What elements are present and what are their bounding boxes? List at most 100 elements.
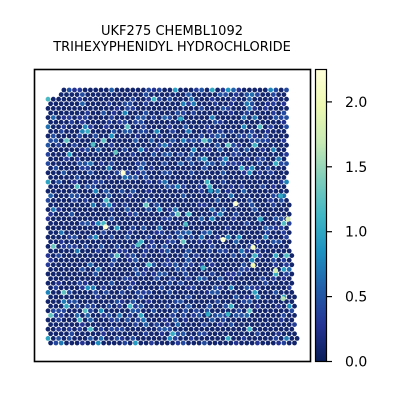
spot [273,336,279,341]
spot [117,239,122,245]
spot [69,175,75,180]
spot [167,299,173,304]
spot [268,336,273,341]
spot [188,198,194,203]
spot [146,253,152,258]
spot [262,280,268,286]
spot [48,248,53,254]
spot [130,271,136,277]
spot [225,299,231,304]
spot [276,285,281,291]
spot [236,96,242,102]
spot [114,299,120,304]
spot [127,239,133,245]
spot [138,129,144,134]
spot [255,340,260,346]
spot [255,193,260,199]
spot [167,179,173,185]
spot [125,96,130,102]
spot [228,322,234,327]
spot [241,234,247,240]
spot [154,303,160,309]
spot [281,340,287,346]
spot [103,106,109,111]
spot [143,184,149,190]
spot [220,326,226,332]
spot [249,147,255,153]
spot [199,244,205,249]
spot [233,257,239,263]
spot [270,340,276,346]
spot [90,322,96,327]
spot [103,317,109,323]
spot [77,87,83,93]
spot [151,308,157,314]
spot [103,326,109,332]
spot [164,211,170,217]
spot [111,165,117,171]
spot [212,175,218,180]
spot [167,198,173,203]
spot [278,124,284,130]
spot [98,336,104,341]
spot [172,262,178,268]
spot [72,271,77,277]
spot [154,202,160,208]
spot [127,331,133,337]
spot [223,92,229,97]
spot [212,267,218,272]
spot [101,267,106,272]
spot [69,221,75,226]
spot [191,193,197,199]
spot [202,211,207,217]
spot [225,106,231,111]
spot [204,336,210,341]
spot [61,124,67,130]
spot [58,276,64,281]
spot [98,87,104,93]
spot [45,133,51,139]
spot [276,147,281,153]
spot [281,221,287,226]
spot [48,239,53,245]
spot [236,308,242,314]
spot [53,322,59,327]
spot [270,138,276,144]
spot [133,313,138,318]
spot [265,294,271,300]
spot [156,142,162,148]
spot [156,244,162,249]
spot [191,294,197,300]
spot [53,294,59,300]
spot [80,211,85,217]
spot [45,317,51,323]
spot [109,262,114,268]
spot [265,138,271,144]
spot [284,207,289,213]
spot [141,96,146,102]
spot [286,239,292,245]
spot [183,225,189,231]
spot [207,257,213,263]
spot [260,331,266,337]
spot [93,115,99,120]
spot [95,184,101,190]
spot [170,138,176,144]
spot [252,308,258,314]
spot [244,184,250,190]
spot [159,92,165,97]
spot [276,313,281,318]
spot [101,340,106,346]
spot [236,326,242,332]
spot [252,152,258,157]
spot [117,303,122,309]
spot [90,110,96,116]
spot [53,313,59,318]
spot [233,193,239,199]
spot [143,119,149,125]
spot [223,119,229,125]
spot [268,271,273,277]
spot [262,142,268,148]
spot [170,184,176,190]
spot [244,276,250,281]
